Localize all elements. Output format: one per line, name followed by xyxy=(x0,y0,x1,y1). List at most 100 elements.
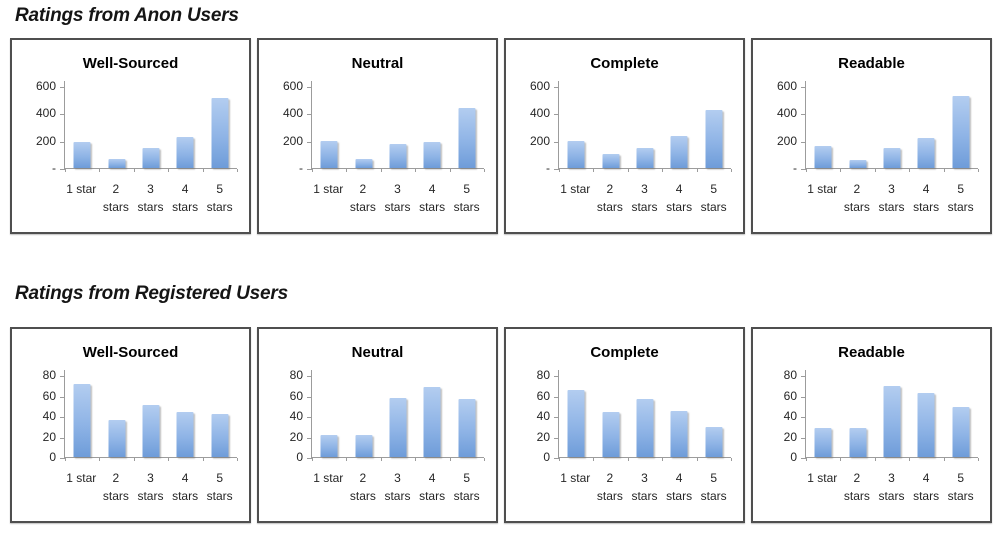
y-axis-label: 400 xyxy=(776,106,797,120)
chart-area: 600 400 200 -1 star 2 stars 3 stars 4 stars 5 stars xyxy=(506,78,743,231)
chart-area: 80 60 40 20 0 1 star 2 stars 3 stars 4 stars 5 stars xyxy=(506,368,743,520)
y-axis-tick xyxy=(554,437,559,439)
y-axis-label: 200 xyxy=(35,133,56,148)
x-axis-label-line: stars xyxy=(102,200,129,214)
x-axis-tick xyxy=(559,458,560,461)
bar-3-stars xyxy=(142,148,160,168)
y-axis-tick xyxy=(307,437,312,439)
chart-area: 80 60 40 20 0 1 star 2 stars 3 stars 4 stars 5 stars xyxy=(753,368,990,520)
chart-panel-anon-well-sourced: Well-Sourced 600 400 200 -1 star 2 stars 3 stars… xyxy=(10,38,251,234)
x-axis-tick xyxy=(202,169,204,172)
bar-slot xyxy=(662,81,696,168)
y-axis-tick xyxy=(60,114,65,115)
bars-group xyxy=(65,81,237,168)
bars-group xyxy=(806,370,978,457)
plot-area xyxy=(64,370,238,461)
x-axis-label: 1 star xyxy=(64,469,99,505)
x-axis-label-line: 3 xyxy=(641,182,648,196)
x-axis-label: 2 stars xyxy=(593,469,628,505)
bar-slot xyxy=(875,370,909,457)
x-axis-tick xyxy=(237,458,238,461)
x-axis-label-line: 3 xyxy=(394,182,401,196)
bar-4-stars xyxy=(917,392,935,457)
section-heading-anon: Ratings from Anon Users xyxy=(15,5,239,26)
x-axis-labels: 1 star 2 stars 3 stars 4 stars 5 stars xyxy=(311,180,484,216)
y-axis-label: 0 xyxy=(49,450,56,464)
x-axis-tick xyxy=(806,458,807,461)
y-axis-tick xyxy=(60,458,65,459)
x-axis-label-line: stars xyxy=(206,489,233,503)
x-axis-label-line: stars xyxy=(666,200,693,214)
y-axis-tick xyxy=(801,114,806,115)
y-axis-tick xyxy=(60,396,65,398)
x-axis-tick xyxy=(202,458,204,461)
x-axis-label-line: 2 xyxy=(853,471,861,485)
x-axis-label-line: stars xyxy=(947,200,974,214)
x-axis-label: 5 stars xyxy=(943,469,978,505)
x-axis-tick xyxy=(380,169,382,172)
bar-slot xyxy=(168,81,202,168)
y-axis-label: 20 xyxy=(536,429,550,444)
y-axis-tick xyxy=(60,141,65,143)
y-axis-tick xyxy=(801,458,806,459)
x-axis-label-line: 4 xyxy=(181,471,189,485)
bar-3-stars xyxy=(636,148,654,168)
plot-area xyxy=(558,81,732,172)
x-axis-label-line: 1 star xyxy=(807,471,838,485)
bar-1-star xyxy=(73,384,91,457)
bar-5-stars xyxy=(952,406,970,457)
chart-area: 80 60 40 20 0 1 star 2 stars 3 stars 4 stars 5 stars xyxy=(12,368,249,520)
x-axis-tick xyxy=(415,169,417,172)
x-axis-label-line: 3 xyxy=(394,471,401,485)
bar-slot xyxy=(944,81,978,168)
x-axis-label-line: stars xyxy=(419,489,446,503)
bar-slot xyxy=(312,81,346,168)
x-axis-label-line: stars xyxy=(102,489,129,503)
x-axis-tick xyxy=(346,169,348,172)
x-axis-tick xyxy=(65,458,66,461)
x-axis-label-line: 4 xyxy=(428,182,436,196)
x-axis-label-line xyxy=(805,198,840,216)
y-axis-tick xyxy=(801,376,806,378)
y-axis-label: 600 xyxy=(529,78,550,93)
x-axis-label-line: 3 xyxy=(888,471,895,485)
x-axis-tick xyxy=(874,458,876,461)
y-axis-tick xyxy=(307,86,312,88)
chart-panel-registered-readable: Readable 80 60 40 20 0 1 star 2 stars 3 stars 4 star… xyxy=(751,327,992,523)
y-axis-label: 0 xyxy=(790,450,797,464)
x-axis-label: 1 star xyxy=(311,469,346,505)
chart-row-registered: Well-Sourced 80 60 40 20 0 1 star 2 stars 3 stars 4… xyxy=(10,327,992,523)
bar-slot xyxy=(381,370,415,457)
x-axis-label: 4 stars xyxy=(415,469,450,505)
x-axis-tick xyxy=(662,458,664,461)
y-axis-tick xyxy=(554,169,559,170)
y-axis-label: - xyxy=(793,161,797,175)
bar-slot xyxy=(203,81,237,168)
chart-title: Readable xyxy=(838,55,905,72)
x-axis-label-line: stars xyxy=(878,489,905,503)
y-axis-tick xyxy=(307,376,312,378)
y-axis-label: 600 xyxy=(35,78,56,93)
x-axis-tick xyxy=(99,458,101,461)
bar-slot xyxy=(450,370,484,457)
y-axis-label: 600 xyxy=(776,78,797,93)
x-axis-labels: 1 star 2 stars 3 stars 4 stars 5 stars xyxy=(805,469,978,505)
x-axis-label-line: 5 xyxy=(710,182,718,196)
y-axis-label: 200 xyxy=(282,133,303,148)
x-axis-tick xyxy=(65,169,66,172)
x-axis-label-line: stars xyxy=(137,200,164,214)
chart-panel-registered-neutral: Neutral 80 60 40 20 0 1 star 2 stars 3 stars 4 stars… xyxy=(257,327,498,523)
bar-4-stars xyxy=(423,387,441,457)
x-axis-label: 1 star xyxy=(805,469,840,505)
x-axis-label-line xyxy=(64,198,99,216)
bar-1-star xyxy=(814,146,832,168)
chart-area: 600 400 200 -1 star 2 stars 3 stars 4 stars 5 stars xyxy=(259,79,496,231)
bar-5-stars xyxy=(211,97,229,168)
x-axis-tick xyxy=(449,458,451,461)
x-axis-tick xyxy=(484,169,485,172)
bar-slot xyxy=(697,370,731,457)
x-axis-label-line: stars xyxy=(843,489,870,503)
y-axis-tick xyxy=(307,396,312,398)
x-axis-tick xyxy=(840,169,842,172)
x-axis-label-line: 4 xyxy=(922,471,930,485)
